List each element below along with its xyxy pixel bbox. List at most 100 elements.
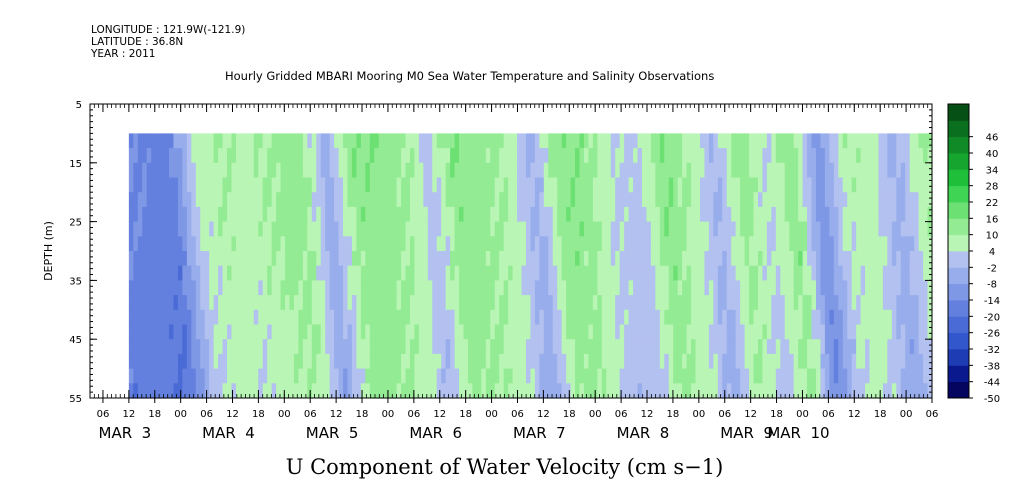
heat-cell [432, 251, 438, 267]
heat-cell [441, 295, 447, 311]
heat-cell [570, 251, 576, 267]
heat-cell [557, 251, 563, 267]
heat-cell [155, 368, 161, 384]
heat-cell [780, 221, 786, 237]
heat-cell [833, 148, 839, 164]
heat-cell [615, 309, 621, 326]
heat-cell [169, 192, 175, 208]
heat-cell [146, 206, 152, 223]
heat-cell [869, 192, 875, 208]
heat-cell [731, 265, 737, 281]
heat-cell [499, 383, 505, 399]
heat-cell [146, 324, 152, 340]
heat-cell [383, 162, 389, 179]
heat-cell [218, 206, 224, 223]
heat-cell [351, 339, 358, 355]
heat-cell [343, 177, 349, 193]
heat-cell [561, 133, 567, 149]
heat-cell [592, 236, 598, 252]
heat-cell [601, 206, 607, 223]
heat-cell [521, 251, 527, 267]
heat-cell [503, 265, 509, 281]
heat-cell [838, 221, 844, 237]
heat-cell [476, 353, 482, 370]
heat-cell [713, 148, 719, 164]
heat-cell [807, 177, 813, 193]
heat-cell [624, 221, 630, 237]
heat-cell [249, 339, 255, 355]
heat-cell [133, 133, 139, 149]
x-day-label: MAR 4 [202, 424, 255, 442]
heat-cell [137, 324, 143, 340]
heat-cell [592, 148, 598, 164]
heat-cell [249, 280, 255, 296]
heat-cell [427, 177, 433, 193]
heat-cell [842, 251, 848, 267]
heat-cell [624, 162, 630, 179]
heat-cell [249, 177, 255, 193]
heat-cell [775, 148, 781, 164]
heat-cell [891, 221, 897, 237]
heat-cell [722, 206, 728, 223]
heat-cell [847, 280, 853, 296]
heat-cell [128, 162, 134, 179]
heat-cell [164, 265, 170, 281]
heat-cell [285, 265, 291, 281]
heat-cell [517, 162, 523, 179]
heat-cell [374, 265, 380, 281]
heat-cell [227, 309, 233, 326]
heat-cell [155, 280, 161, 296]
heat-cell [677, 192, 683, 208]
heat-cell [650, 309, 656, 326]
heat-cell [508, 339, 514, 355]
heat-cell [302, 133, 308, 149]
heat-cell [481, 133, 487, 149]
heat-cell [325, 353, 331, 370]
heat-cell [891, 309, 897, 326]
heat-cell [343, 368, 349, 384]
heat-cell [222, 206, 228, 223]
heat-cell [227, 339, 233, 355]
heat-cell [423, 236, 429, 252]
heat-cell [543, 280, 549, 296]
y-tick-label: 15 [69, 159, 82, 170]
heat-cell [316, 295, 322, 311]
heat-cell [146, 192, 152, 208]
heat-cell [133, 383, 139, 399]
heat-cell [592, 221, 598, 237]
heat-cell [717, 192, 723, 208]
heat-cell [891, 324, 897, 340]
heat-cell [517, 133, 523, 149]
heat-cell [463, 192, 469, 208]
heat-cell [191, 192, 197, 208]
heat-cell [316, 265, 322, 281]
heat-cell [824, 162, 830, 179]
heat-cell [512, 295, 518, 311]
heat-cell [735, 251, 741, 267]
heat-cell [392, 206, 398, 223]
heat-cell [325, 148, 331, 164]
heat-cell [610, 133, 616, 149]
heat-cell [726, 383, 732, 399]
heat-cell [927, 206, 933, 223]
heat-cell [793, 309, 799, 326]
heat-cell [624, 177, 630, 193]
heat-cell [293, 148, 300, 164]
heat-cell [757, 192, 764, 208]
heat-cell [757, 368, 764, 384]
heat-cell [561, 192, 567, 208]
heat-cell [717, 265, 723, 281]
heat-cell [646, 162, 652, 179]
heat-cell [311, 236, 317, 252]
heat-cell [860, 339, 866, 355]
heat-cell [641, 324, 648, 340]
heat-cell [445, 251, 451, 267]
heat-cell [293, 192, 300, 208]
x-tick-label: 18 [770, 409, 783, 420]
heat-cell [749, 221, 755, 237]
heat-cell [512, 162, 518, 179]
heat-cell [637, 148, 643, 164]
heat-cell [789, 133, 795, 149]
heat-cell [182, 251, 188, 267]
heat-cell [186, 133, 192, 149]
